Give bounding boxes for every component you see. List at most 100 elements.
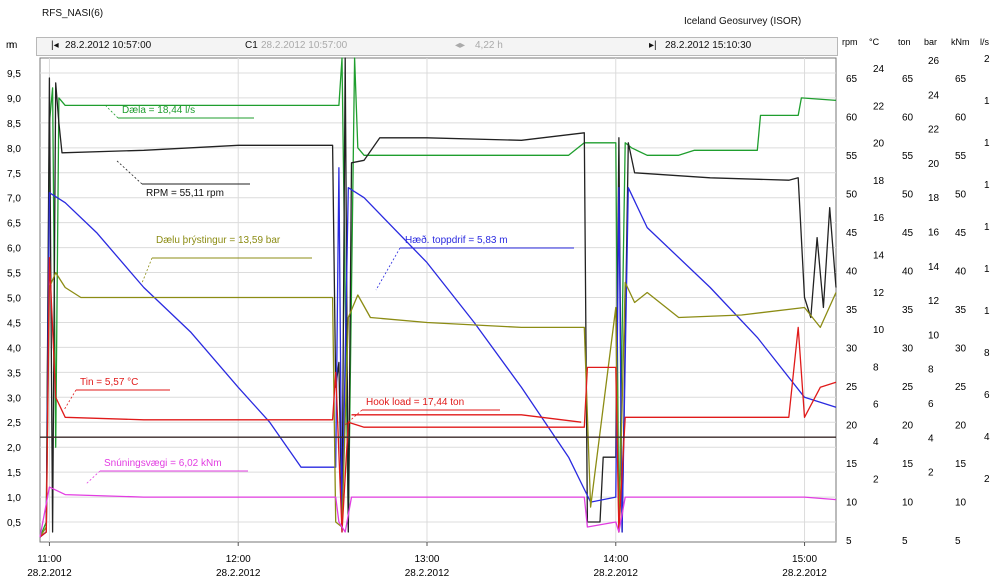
right-axis-tick: 1 [984, 306, 990, 317]
skip-forward-icon[interactable]: ▸| [649, 40, 657, 51]
right-axis-tick: 10 [873, 325, 885, 336]
y-tick-label: 8,0 [7, 144, 21, 155]
skip-back-icon[interactable]: |◂ [51, 40, 59, 51]
right-axis-tick: 1 [984, 96, 990, 107]
series-line [39, 271, 837, 538]
right-axis-tick: 16 [928, 228, 940, 239]
right-axis-tick: 6 [984, 390, 990, 401]
span-arrows-icon[interactable]: ◂▸ [455, 40, 466, 51]
right-axis-tick: 1 [984, 138, 990, 149]
right-axis-tick: 45 [846, 228, 858, 239]
right-axis-unit: kNm [951, 37, 970, 47]
right-axis-tick: 6 [928, 399, 934, 410]
right-axis-tick: 20 [873, 139, 885, 150]
x-tick-date: 28.2.2012 [216, 568, 261, 579]
right-axis-tick: 50 [955, 190, 967, 201]
plot-area [39, 57, 837, 543]
series-line [39, 256, 837, 538]
right-axis-tick: 10 [955, 498, 967, 509]
y-tick-label: 2,5 [7, 418, 21, 429]
series-label: Dæla = 18,44 l/s [122, 105, 195, 116]
right-axis-tick: 16 [873, 213, 885, 224]
right-axis-tick: 65 [902, 74, 914, 85]
right-axis-tick: 1 [984, 222, 990, 233]
y-tick-label: 3,5 [7, 368, 21, 379]
right-axis-tick: 35 [955, 305, 967, 316]
right-axis-tick: 5 [902, 536, 908, 547]
x-tick-date: 28.2.2012 [27, 568, 72, 579]
right-axis-tick: 2 [873, 474, 879, 485]
right-axis-tick: 40 [955, 267, 967, 278]
right-axis-tick: 55 [846, 151, 858, 162]
right-axis-tick: 15 [902, 459, 914, 470]
right-axis-tick: 10 [846, 498, 858, 509]
right-axis-tick: 25 [902, 382, 914, 393]
right-axis-tick: 18 [873, 176, 885, 187]
chart-title: RFS_NASI(6) [42, 8, 104, 19]
x-tick-date: 28.2.2012 [782, 568, 827, 579]
end-time: 28.2.2012 15:10:30 [665, 40, 752, 51]
x-tick-time: 13:00 [414, 554, 439, 565]
y-tick-label: 4,5 [7, 318, 21, 329]
y-tick-label: 2,0 [7, 443, 21, 454]
series-label: Tin = 5,57 °C [80, 377, 138, 388]
right-axis-tick: 30 [955, 344, 967, 355]
right-axis-tick: 50 [846, 190, 858, 201]
right-axis-tick: 20 [955, 421, 967, 432]
right-axis-tick: 40 [902, 267, 914, 278]
right-axis-tick: 2 [984, 474, 990, 485]
right-axis-tick: 30 [846, 344, 858, 355]
series-line [39, 486, 837, 538]
y-tick-label: 3,0 [7, 393, 21, 404]
series-label: RPM = 55,11 rpm [146, 188, 224, 199]
right-axis-unit: bar [924, 37, 937, 47]
right-axis-tick: 26 [928, 56, 940, 67]
x-tick-date: 28.2.2012 [405, 568, 450, 579]
right-axis-tick: 50 [902, 190, 914, 201]
start-marker-icon[interactable]: m [9, 40, 18, 51]
right-axis-tick: 20 [902, 421, 914, 432]
y-tick-label: 5,0 [7, 294, 21, 305]
y-tick-label: 6,0 [7, 244, 21, 255]
right-axis-tick: 18 [928, 193, 940, 204]
series-line [39, 167, 837, 538]
right-axis-unit: l/s [980, 37, 990, 47]
x-tick-time: 15:00 [792, 554, 817, 565]
right-axis-tick: 14 [873, 251, 885, 262]
right-axis-tick: 25 [846, 382, 858, 393]
right-axis-tick: 10 [928, 330, 940, 341]
right-axis-tick: 10 [902, 498, 914, 509]
y-tick-label: 7,5 [7, 169, 21, 180]
right-axis-tick: 60 [955, 113, 967, 124]
y-tick-label: 9,5 [7, 69, 21, 80]
x-tick-time: 12:00 [226, 554, 251, 565]
right-axis-tick: 22 [873, 101, 885, 112]
series-label: Snúningsvægi = 6,02 kNm [104, 458, 222, 469]
series-line [39, 57, 837, 538]
right-axis-tick: 20 [846, 421, 858, 432]
y-tick-label: 0,5 [7, 518, 21, 529]
right-axis-tick: 60 [902, 113, 914, 124]
right-axis-unit: °C [869, 37, 880, 47]
cursor-button[interactable]: C1 [245, 40, 258, 51]
x-tick-time: 14:00 [603, 554, 628, 565]
series-label: Dælu þrýstingur = 13,59 bar [156, 235, 281, 246]
right-axis-tick: 55 [902, 151, 914, 162]
right-axis-tick: 1 [984, 264, 990, 275]
y-tick-label: 6,5 [7, 219, 21, 230]
right-axis-tick: 15 [955, 459, 967, 470]
right-axis-tick: 15 [846, 459, 858, 470]
right-axis-tick: 14 [928, 262, 940, 273]
series-line [351, 414, 582, 423]
right-axis-tick: 45 [902, 228, 914, 239]
y-tick-label: 7,0 [7, 194, 21, 205]
series-label: Hæð. toppdrif = 5,83 m [405, 234, 508, 246]
right-axis-tick: 2 [928, 468, 934, 479]
right-axis-tick: 4 [928, 433, 934, 444]
right-axis-tick: 25 [955, 382, 967, 393]
x-tick-time: 11:00 [37, 554, 62, 565]
x-tick-date: 28.2.2012 [594, 568, 639, 579]
right-axis-tick: 30 [902, 344, 914, 355]
right-axis-tick: 4 [984, 432, 990, 443]
